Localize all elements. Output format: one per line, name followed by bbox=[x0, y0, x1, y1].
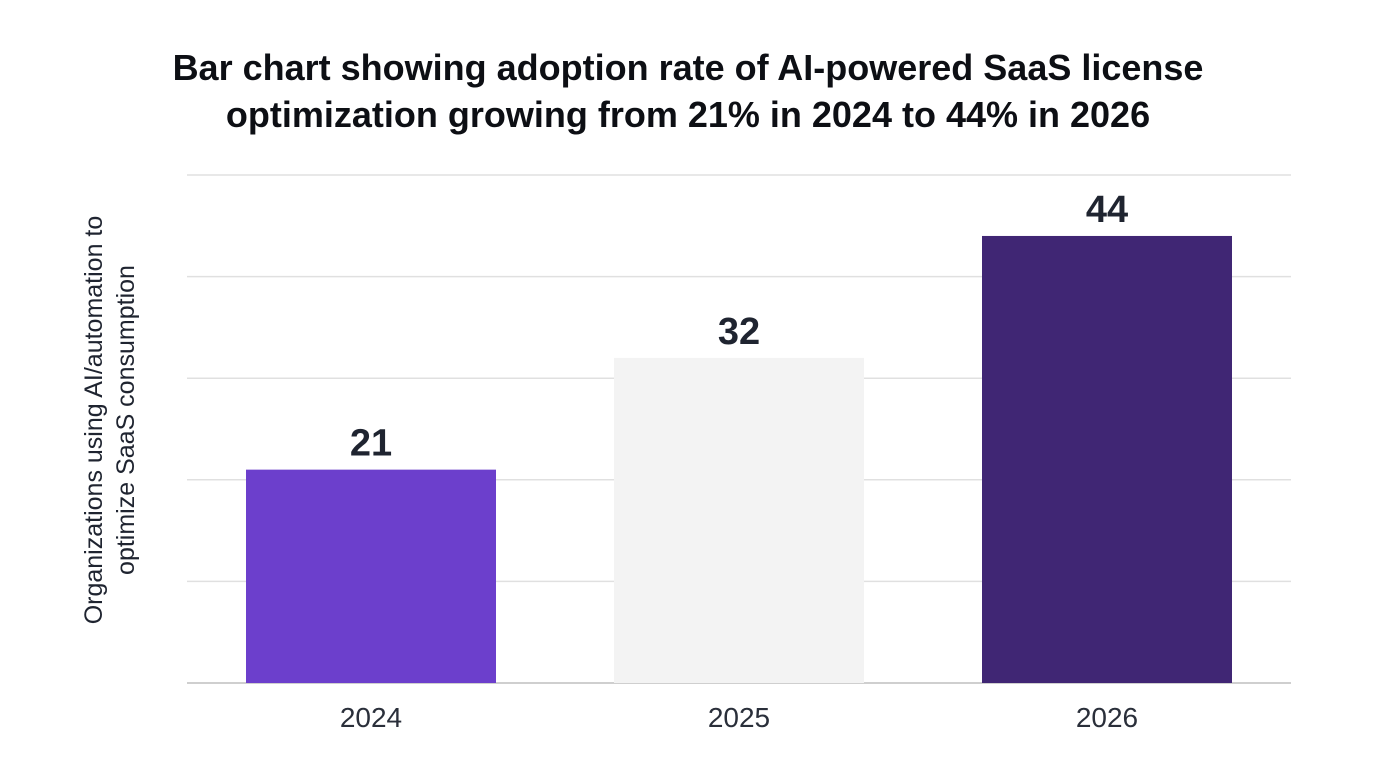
x-tick-label-2025: 2025 bbox=[708, 702, 770, 733]
chart-title-line-1: Bar chart showing adoption rate of AI-po… bbox=[172, 47, 1204, 88]
bar-value-label-2025: 32 bbox=[718, 311, 760, 353]
bar-2026 bbox=[982, 235, 1232, 683]
bar-2025 bbox=[614, 357, 864, 683]
x-tick-label-2026: 2026 bbox=[1076, 702, 1138, 733]
x-tick-label-2024: 2024 bbox=[340, 702, 402, 733]
x-axis-tick-labels: 2024 2025 2026 bbox=[340, 702, 1138, 733]
data-labels: 21 32 44 bbox=[350, 189, 1128, 465]
bar-value-label-2024: 21 bbox=[350, 423, 392, 465]
bar-value-label-2026: 44 bbox=[1086, 189, 1128, 231]
bar-2024 bbox=[246, 469, 496, 683]
chart-title-line-2: optimization growing from 21% in 2024 to… bbox=[225, 94, 1151, 135]
bars bbox=[246, 235, 1232, 683]
chart-title: Bar chart showing adoption rate of AI-po… bbox=[0, 44, 1376, 138]
